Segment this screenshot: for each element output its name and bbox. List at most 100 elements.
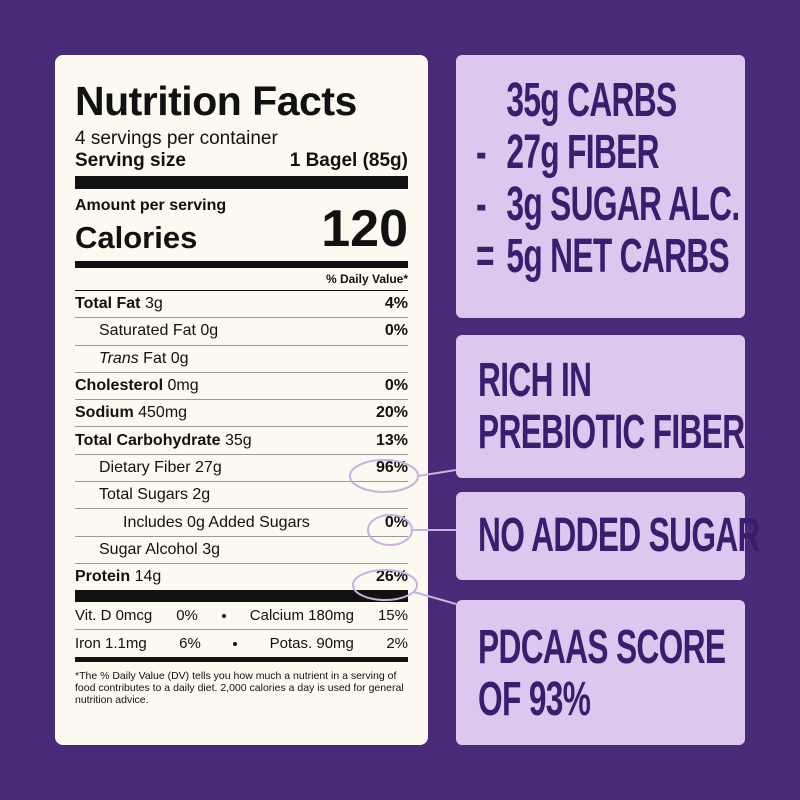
nutrient-name: Includes 0g Added Sugars (123, 513, 310, 531)
callout-box: PDCAAS SCORE OF 93% (456, 600, 745, 745)
nutrient-name: Protein (75, 568, 131, 586)
daily-value: 13% (375, 431, 408, 449)
nutrient-row: Cholesterol 0mg 0% (75, 371, 408, 399)
nutrient-row: Total Fat 3g 4% (75, 291, 408, 317)
nutrient-amount: 35g (224, 431, 252, 449)
nutrient-amount: 0g (200, 322, 219, 340)
daily-value: 0% (384, 377, 408, 395)
callout-line: PDCAAS SCORE (478, 622, 726, 674)
servings: 4 servings per container (75, 128, 278, 149)
nutrient: Sodium 450mg (75, 404, 187, 422)
callout-text: 5g NET CARBS (506, 230, 730, 283)
nutrient-amount: 3g (202, 540, 220, 558)
calories-label: Calories (75, 220, 198, 255)
callout-line: NO ADDED SUGAR (478, 510, 760, 562)
callout-text: PREBIOTIC FIBER (478, 406, 745, 459)
callout-line: = 5g NET CARBS (476, 230, 730, 283)
nutrient-row: Saturated Fat 0g 0% (75, 317, 408, 344)
medium-rule (75, 657, 408, 663)
vitamin-row: Vit. D 0mcg 0% Calcium 180mg 15% (75, 602, 408, 629)
nutrient: Sugar Alcohol 3g (99, 541, 220, 559)
nutrient: Trans Fat 0g (99, 350, 189, 368)
serving-size: Serving size 1 Bagel (85g) (75, 150, 408, 172)
nutrient: Protein 14g (75, 568, 161, 586)
nutrient-amount: 14g (134, 568, 162, 586)
callout-text: RICH IN (478, 354, 592, 407)
connector-line (417, 469, 457, 477)
nutrient-row: Sodium 450mg 20% (75, 399, 408, 426)
nutrient-row: Dietary Fiber 27g 96% (75, 453, 408, 481)
nutrient-row: Protein 14g 26% (75, 562, 408, 590)
nutrient-name: Dietary Fiber (99, 458, 191, 476)
calories: Calories 120 (75, 203, 408, 255)
callout-text: 27g FIBER (506, 126, 659, 179)
callout-line: PREBIOTIC FIBER (478, 407, 745, 459)
thick-rule (75, 176, 408, 189)
dv-header: % Daily Value* (75, 268, 408, 291)
vitamin-name: Calcium 180mg (249, 607, 355, 625)
nutrient-row: Total Carbohydrate 35g 13% (75, 426, 408, 453)
nutrient: Dietary Fiber 27g (99, 459, 222, 477)
serving-size-value: 1 Bagel (85g) (289, 150, 408, 171)
callout-text: 35g CARBS (506, 74, 677, 127)
daily-value: 4% (384, 295, 408, 313)
nutrient: Includes 0g Added Sugars (123, 514, 310, 532)
callout-line: RICH IN (478, 355, 654, 407)
daily-value: 96% (375, 458, 408, 476)
vitamin-row: Iron 1.1mg 6% Potas. 90mg 2% (75, 629, 408, 657)
operator: - (476, 126, 487, 179)
vitamin-dv: 6% (179, 635, 201, 653)
nutrient-row: Trans Fat 0g (75, 344, 408, 372)
nutrient-name: Sugar Alcohol (99, 540, 198, 558)
nutrient-name: Cholesterol (75, 377, 164, 395)
callout-box: NO ADDED SUGAR (456, 492, 760, 580)
bullet (221, 613, 226, 618)
vitamin-name: Potas. 90mg (269, 635, 354, 653)
vitamin-dv: 15% (377, 607, 408, 625)
nutrient-row: Sugar Alcohol 3g (75, 535, 408, 563)
callout-box: RICH IN PREBIOTIC FIBER (456, 335, 745, 478)
nutrient: Total Carbohydrate 35g (75, 432, 252, 450)
connector-line (413, 591, 457, 605)
nutrient: Total Sugars 2g (99, 486, 210, 504)
highlight-circle (349, 459, 419, 493)
calories-value: 120 (321, 200, 408, 258)
callout-line: -27g FIBER (476, 126, 660, 179)
nutrient-amount: 3g (144, 295, 163, 313)
nutrient-row: Total Sugars 2g (75, 481, 408, 508)
nutrient-name: Total Sugars (99, 486, 188, 504)
bullet (233, 641, 238, 646)
nutrient-name: Total Carbohydrate (75, 431, 221, 449)
nutrient-amount: 27g (195, 458, 222, 476)
highlight-circle (367, 514, 413, 546)
callout-text: 3g SUGAR ALC. (506, 178, 740, 231)
operator: = (476, 230, 495, 283)
nutrient-name: Fat (143, 349, 167, 367)
callout-line: 35g CARBS (476, 75, 677, 127)
vitamin-rows: Vit. D 0mcg 0% Calcium 180mg 15% Iron 1.1mg 6… (75, 602, 408, 657)
vitamin-dv: 2% (386, 635, 408, 653)
nutrient-amount: 0mg (167, 377, 199, 395)
callout-text: NO ADDED SUGAR (478, 509, 760, 562)
nutrient-name: Saturated Fat (99, 322, 196, 340)
nutrient-name-italic: Trans (99, 349, 139, 367)
daily-value: 0% (384, 322, 408, 340)
nutrient: Saturated Fat 0g (99, 322, 218, 340)
callout-box: 35g CARBS -27g FIBER -3g SUGAR ALC. = 5g NET… (456, 55, 745, 318)
daily-value: 20% (375, 404, 408, 422)
thick-rule (75, 590, 408, 603)
operator: - (476, 178, 487, 231)
callout-line: -3g SUGAR ALC. (476, 178, 740, 231)
nutrient-rows: Total Fat 3g 4% Saturated Fat 0g 0% Trans Fa… (75, 291, 408, 590)
callout-line: OF 93% (478, 674, 654, 726)
nutrient-name: Total Fat (75, 295, 141, 313)
vitamin-dv: 0% (176, 607, 198, 625)
callout-text: OF 93% (478, 673, 591, 726)
nutrient-amount: 450mg (138, 404, 188, 422)
vitamin-name: Iron 1.1mg (75, 635, 147, 653)
nutrient: Total Fat 3g (75, 295, 163, 313)
nutrient-amount: 2g (192, 486, 211, 504)
medium-rule (75, 261, 408, 268)
